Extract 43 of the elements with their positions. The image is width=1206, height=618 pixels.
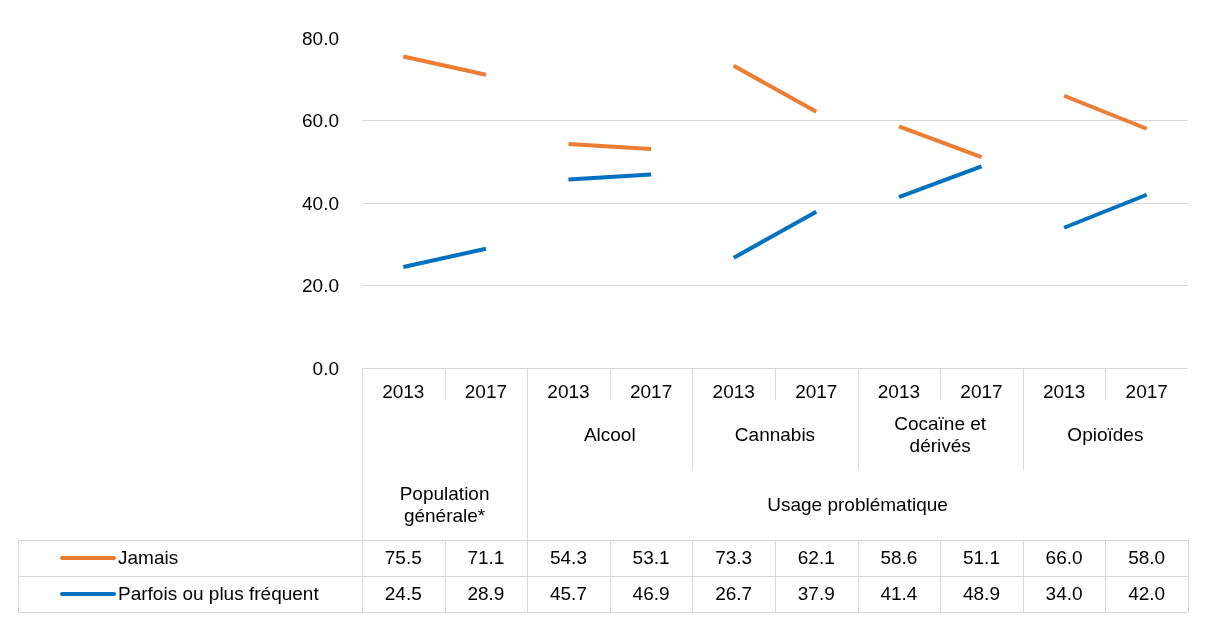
x-tick-label: 2017 — [1125, 380, 1168, 402]
text: Cannabis — [733, 423, 817, 447]
data-label: 48.9 — [962, 582, 1001, 606]
y-tick-label: 60.0 — [302, 110, 339, 132]
data-label: 58.6 — [879, 546, 919, 570]
y-tick-label: 80.0 — [302, 27, 339, 49]
data-label: 75.5 — [383, 546, 423, 570]
data-label: 42.0 — [1127, 582, 1167, 606]
data-label: 51.1 — [962, 546, 1001, 570]
data-label: 73.3 — [714, 546, 754, 570]
x-tick-label: 2017 — [464, 380, 508, 402]
data-label: 62.1 — [796, 546, 836, 570]
text: Alcool — [582, 423, 637, 447]
legend-label: Jamais — [117, 546, 180, 570]
y-tick-label: 20.0 — [302, 275, 339, 297]
text: Opioïdes — [1066, 423, 1145, 447]
data-label: 53.1 — [631, 546, 671, 570]
legend-label: Parfois ou plus fréquent — [117, 582, 320, 606]
x-tick-label: 2013 — [547, 380, 590, 402]
x-tick-label: 2013 — [712, 380, 755, 402]
x-tick-label: 2013 — [1042, 380, 1086, 402]
data-label: 28.9 — [466, 582, 506, 606]
data-label: 37.9 — [796, 582, 836, 606]
data-label: 26.7 — [714, 582, 754, 606]
data-label: 66.0 — [1044, 546, 1084, 570]
data-label: 45.7 — [549, 582, 588, 606]
data-label: 58.0 — [1127, 546, 1167, 570]
data-label: 24.5 — [383, 582, 423, 606]
y-tick-label: 40.0 — [302, 192, 339, 214]
data-label: 41.4 — [879, 582, 919, 606]
data-label: 54.3 — [549, 546, 588, 570]
x-tick-label: 2017 — [795, 380, 838, 402]
x-tick-label: 2017 — [629, 380, 673, 402]
y-tick-label: 0.0 — [312, 357, 339, 379]
text: Cocaïne et dérivés — [893, 412, 988, 458]
data-label: 34.0 — [1044, 582, 1084, 606]
x-tick-label: 2017 — [960, 380, 1003, 402]
data-label: 71.1 — [466, 546, 506, 570]
text: Population générale* — [398, 482, 491, 528]
x-tick-label: 2013 — [382, 380, 425, 402]
text: Usage problématique — [766, 493, 949, 517]
data-label: 46.9 — [631, 582, 671, 606]
x-tick-label: 2013 — [877, 380, 921, 402]
